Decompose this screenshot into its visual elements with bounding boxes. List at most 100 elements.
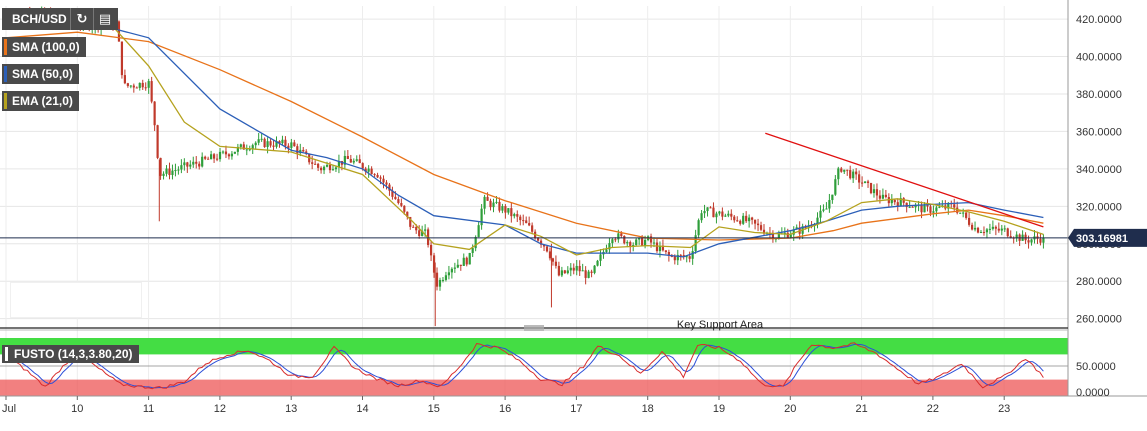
candle-up — [825, 208, 828, 210]
candle-up — [254, 142, 257, 146]
candle-up — [985, 229, 989, 233]
candle-up — [837, 168, 840, 180]
candle-up — [658, 245, 662, 252]
candle-down — [328, 164, 332, 171]
candle-down — [994, 226, 997, 229]
candle-up — [973, 227, 977, 230]
legend-sma-50[interactable]: SMA (50,0) — [2, 64, 79, 84]
candle-up — [831, 194, 834, 201]
legend-sma-100[interactable]: SMA (100,0) — [2, 37, 86, 57]
candle-down — [302, 149, 305, 152]
candle-up — [322, 166, 326, 171]
candle-down — [849, 170, 852, 179]
candle-down — [878, 195, 882, 199]
candle-up — [643, 239, 647, 246]
candle-up — [635, 239, 638, 245]
candle-up — [507, 208, 510, 213]
candle-down — [385, 182, 388, 185]
candle-up — [819, 210, 822, 218]
candle-down — [709, 207, 712, 209]
candle-up — [742, 215, 745, 224]
oscillator-lines — [5, 342, 1044, 390]
candle-down — [970, 224, 974, 230]
candle-down — [762, 229, 766, 234]
candle-down — [664, 250, 668, 252]
candles — [7, 6, 1045, 327]
candle-up — [605, 249, 608, 252]
candle-up — [260, 138, 263, 140]
candle-down — [563, 270, 566, 274]
candle-up — [501, 206, 504, 211]
candle-up — [881, 194, 884, 199]
candle-up — [587, 271, 590, 278]
candle-up — [852, 171, 855, 179]
candle-down — [132, 85, 135, 88]
candle-up — [192, 161, 195, 165]
candle-up — [593, 265, 596, 273]
candle-up — [923, 205, 926, 213]
candle-down — [432, 255, 436, 273]
calendar-icon[interactable]: ▤ — [93, 8, 116, 30]
candle-up — [257, 139, 260, 143]
candle-up — [189, 164, 192, 167]
candle-up — [352, 160, 355, 163]
candle-up — [474, 237, 477, 249]
candle-down — [263, 138, 266, 148]
candle-up — [495, 201, 498, 203]
candle-down — [153, 101, 156, 126]
time-tick-label: 20 — [784, 403, 796, 415]
candle-up — [441, 279, 445, 281]
price-tick-label: 400.0000 — [1076, 52, 1122, 64]
candle-down — [869, 182, 873, 194]
candle-down — [305, 151, 308, 154]
candle-down — [739, 220, 742, 224]
candle-down — [1009, 236, 1012, 238]
candle-up — [438, 279, 442, 287]
blank-panel — [10, 282, 142, 318]
symbol-box[interactable]: BCH/USD ↻ ▤ — [2, 8, 118, 30]
candle-down — [415, 226, 418, 231]
candle-down — [956, 207, 959, 213]
legend-sma-50-label: SMA (50,0) — [12, 67, 73, 81]
candle-down — [224, 151, 228, 155]
candle-up — [513, 214, 516, 217]
overbought-zone — [0, 338, 1068, 355]
candle-up — [599, 254, 602, 261]
candle-down — [349, 158, 352, 163]
candle-up — [626, 242, 629, 244]
candle-down — [293, 142, 296, 147]
candle-up — [492, 202, 495, 208]
candle-up — [480, 208, 483, 226]
candle-down — [159, 157, 162, 176]
candle-down — [1006, 228, 1009, 237]
legend-fusto[interactable]: FUSTO (14,3,3.80,20) — [2, 345, 139, 363]
time-tick-label: 18 — [642, 403, 654, 415]
candle-down — [382, 178, 385, 183]
refresh-icon[interactable]: ↻ — [70, 8, 93, 30]
candle-up — [676, 254, 679, 261]
candle-down — [858, 174, 861, 183]
candle-up — [281, 139, 284, 144]
time-tick-label: 21 — [855, 403, 867, 415]
legend-ema-21[interactable]: EMA (21,0) — [2, 91, 79, 111]
candle-down — [409, 216, 412, 227]
candle-down — [997, 228, 1000, 231]
time-tick-label: 11 — [143, 403, 154, 415]
candle-up — [691, 251, 694, 259]
price-tick-label: 340.0000 — [1076, 164, 1122, 176]
candle-up — [275, 141, 278, 147]
legend-ema-21-label: EMA (21,0) — [12, 94, 73, 108]
candle-up — [581, 270, 584, 272]
candle-down — [578, 265, 581, 272]
candle-down — [661, 245, 665, 251]
candle-down — [753, 219, 757, 224]
candle-down — [875, 189, 879, 196]
candle-up — [180, 165, 183, 170]
candle-down — [242, 144, 245, 150]
candle-down — [968, 217, 971, 225]
candle-up — [325, 164, 329, 167]
legend-fusto-swatch — [5, 347, 8, 361]
candle-up — [444, 275, 448, 280]
candle-down — [759, 225, 763, 230]
